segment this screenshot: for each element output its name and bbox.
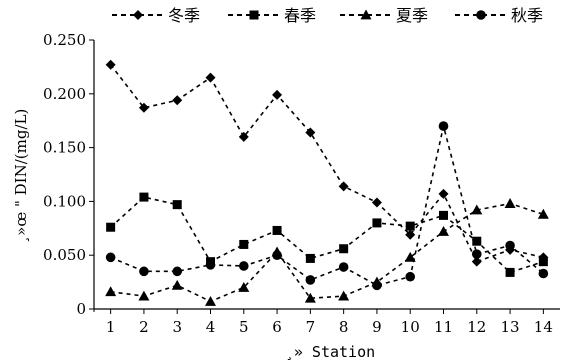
data-point xyxy=(105,59,116,70)
data-point xyxy=(272,89,283,100)
legend-item-2: 春季 xyxy=(228,6,316,25)
data-point xyxy=(305,253,315,263)
data-point xyxy=(205,295,216,306)
data-point xyxy=(139,192,149,202)
legend-item-4: 秋季 xyxy=(455,6,543,25)
data-point xyxy=(404,251,416,262)
data-point xyxy=(205,72,216,83)
data-point xyxy=(372,280,382,291)
data-point xyxy=(505,267,515,277)
series-1 xyxy=(105,59,549,267)
y-tick-label: 0 xyxy=(76,300,86,318)
data-point xyxy=(472,236,482,246)
data-point xyxy=(538,268,549,279)
legend: 冬季 春季 夏季 秋季 xyxy=(112,6,543,25)
data-point xyxy=(105,286,117,297)
legend-marker xyxy=(133,10,143,20)
data-point xyxy=(172,200,182,210)
legend-marker xyxy=(360,9,372,20)
x-tick-label: 4 xyxy=(206,318,216,336)
plot-area xyxy=(105,59,549,306)
legend-item-3: 夏季 xyxy=(340,6,428,25)
x-tick-label: 3 xyxy=(172,318,182,336)
y-tick-label: 0.200 xyxy=(43,85,86,103)
data-point xyxy=(338,262,349,272)
data-point xyxy=(205,260,216,270)
legend-marker xyxy=(249,10,259,20)
y-tick-label: 0.150 xyxy=(43,139,86,157)
data-point xyxy=(372,218,382,228)
x-tick-label: 6 xyxy=(272,318,282,336)
y-axis-title: ¸»œ " DIN/(mg/L) xyxy=(12,109,30,244)
legend-label: 夏季 xyxy=(396,6,428,25)
data-point xyxy=(272,225,282,235)
data-point xyxy=(171,279,183,290)
data-point xyxy=(239,239,249,249)
data-point xyxy=(139,266,149,277)
series-line xyxy=(110,202,544,303)
data-point xyxy=(238,261,249,271)
data-point xyxy=(338,290,350,301)
data-point xyxy=(338,181,349,192)
data-point xyxy=(538,257,548,267)
series-2 xyxy=(106,192,548,277)
data-point xyxy=(471,249,482,259)
series-4 xyxy=(105,121,549,291)
data-point xyxy=(471,256,482,267)
data-point xyxy=(438,188,449,199)
x-tick-label: 7 xyxy=(306,318,316,336)
data-point xyxy=(305,127,316,138)
x-tick-label: 13 xyxy=(501,318,520,336)
data-point xyxy=(138,102,149,113)
legend-item-1: 冬季 xyxy=(112,6,200,25)
data-point xyxy=(439,210,448,220)
y-tick-label: 0.050 xyxy=(43,246,86,264)
x-tick-label: 8 xyxy=(339,318,349,336)
series-line xyxy=(110,196,544,274)
series-line xyxy=(110,125,544,287)
x-tick-label: 5 xyxy=(239,318,249,336)
legend-label: 秋季 xyxy=(511,6,543,25)
x-tick-label: 2 xyxy=(139,318,149,336)
x-tick-label: 11 xyxy=(434,318,453,336)
data-point xyxy=(105,252,116,263)
data-point xyxy=(438,121,449,131)
data-point xyxy=(405,271,416,282)
data-point xyxy=(138,290,150,301)
y-tick-label: 0.100 xyxy=(43,192,86,210)
data-point xyxy=(505,240,515,251)
data-point xyxy=(405,229,416,240)
legend-marker xyxy=(476,10,486,20)
data-point xyxy=(304,292,316,303)
data-point xyxy=(438,226,449,236)
x-tick-label: 10 xyxy=(401,318,420,336)
x-tick-label: 9 xyxy=(372,318,382,336)
data-point xyxy=(238,281,250,292)
data-point xyxy=(537,208,549,219)
y-tick-label: 0.250 xyxy=(43,31,86,49)
data-point xyxy=(371,197,382,208)
data-point xyxy=(238,131,249,142)
x-tick-label: 14 xyxy=(534,318,553,336)
x-tick-label: 1 xyxy=(106,318,116,336)
legend-label: 春季 xyxy=(284,6,316,25)
data-point xyxy=(471,204,483,215)
data-point xyxy=(504,198,516,208)
data-point xyxy=(272,250,282,260)
data-point xyxy=(339,244,349,254)
legend-label: 冬季 xyxy=(168,6,200,25)
series-3 xyxy=(105,198,549,306)
data-point xyxy=(305,275,316,285)
series-line xyxy=(110,64,544,263)
data-point xyxy=(106,222,116,232)
x-axis-title: ¸» Station xyxy=(285,343,375,361)
data-point xyxy=(172,266,183,277)
data-point xyxy=(172,95,183,106)
data-point xyxy=(405,221,415,231)
x-tick-label: 12 xyxy=(467,318,486,336)
